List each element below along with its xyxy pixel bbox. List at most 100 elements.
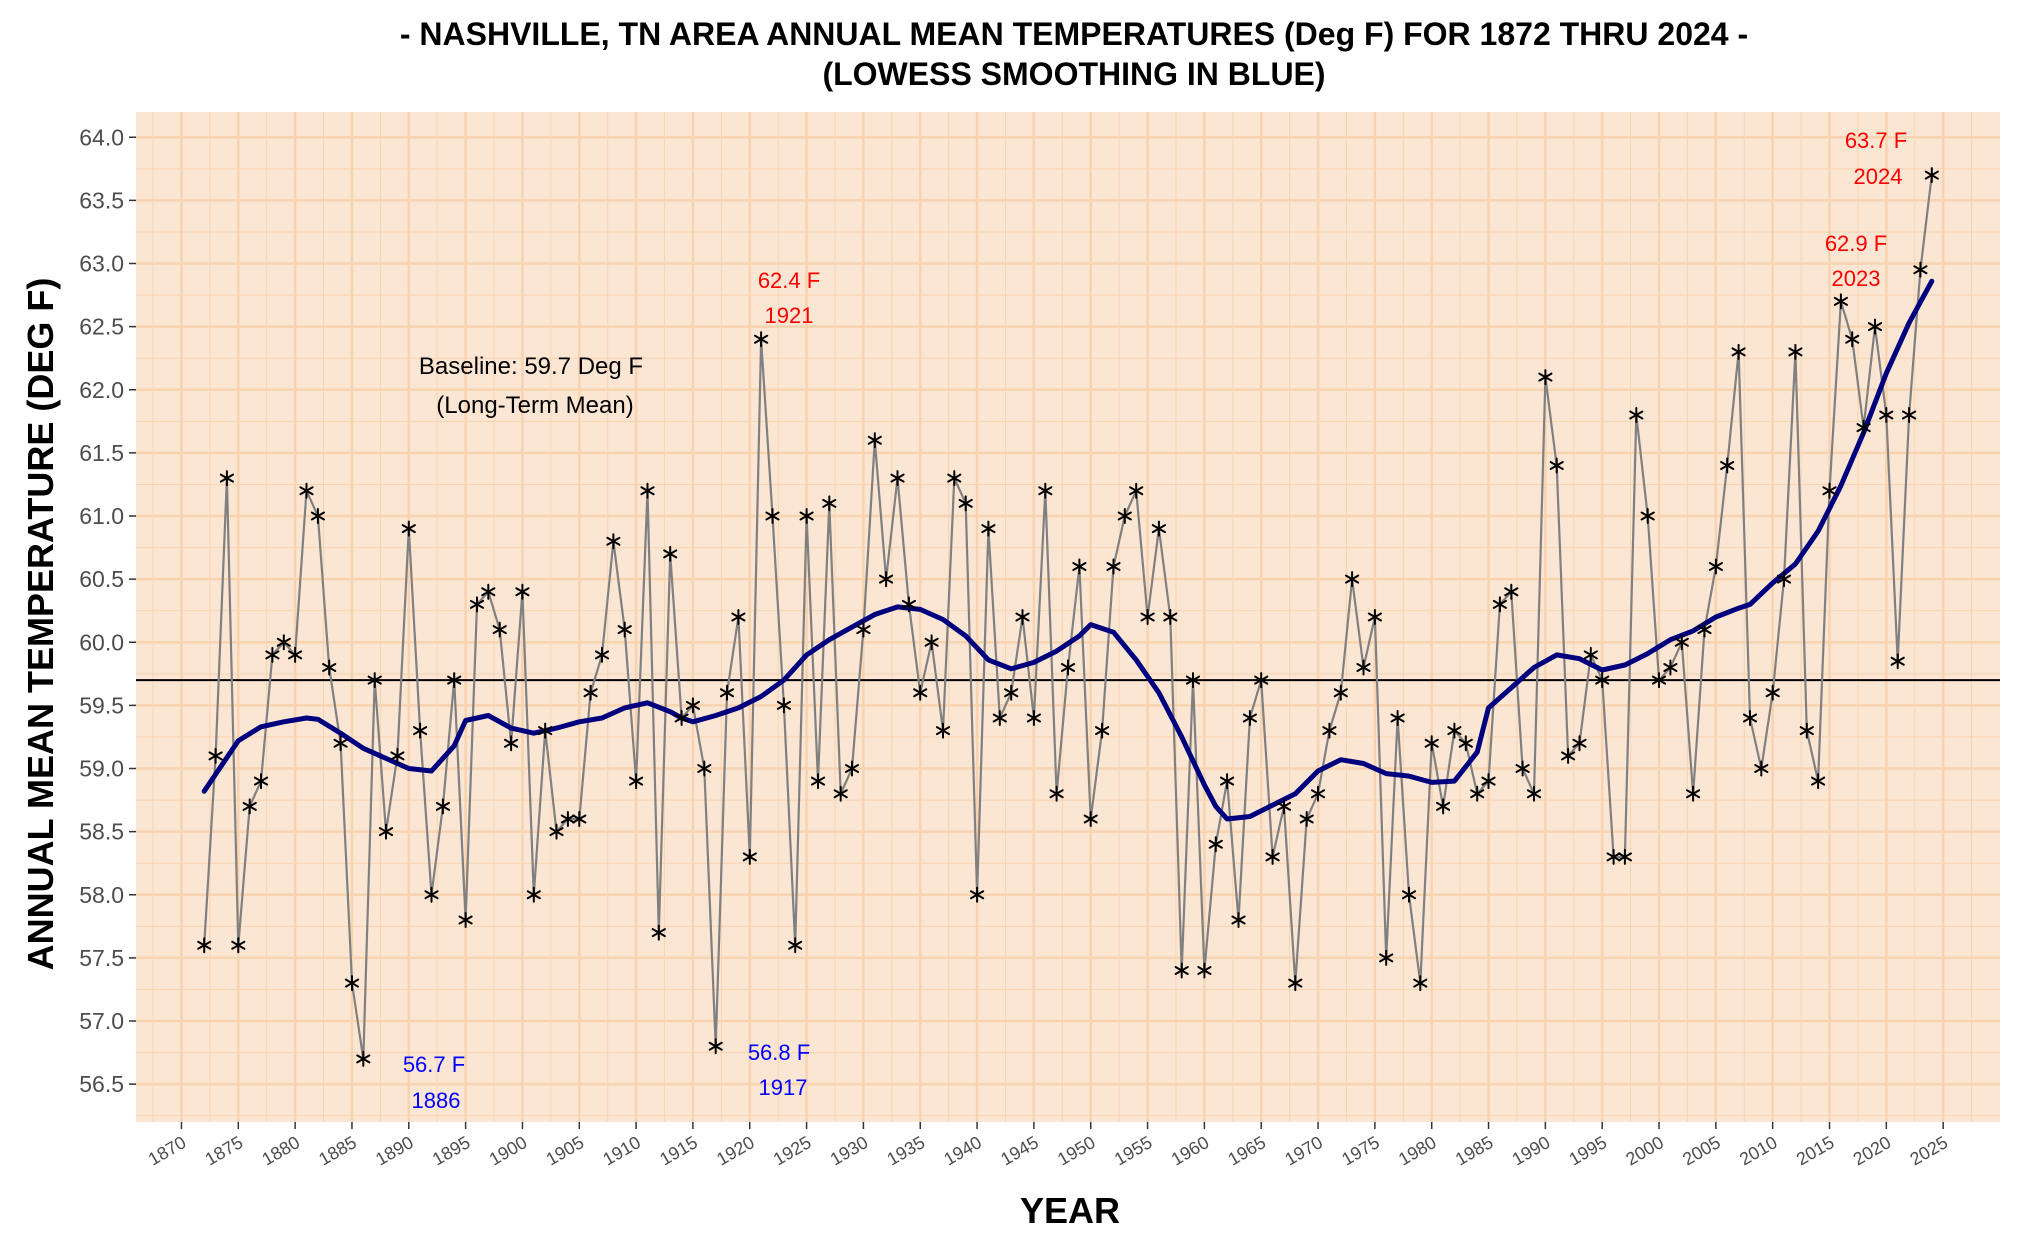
data-point [1572,735,1587,752]
data-point [992,710,1007,726]
data-point [776,697,791,714]
data-point [1913,261,1928,278]
data-point [1185,672,1201,689]
y-tick-label: 61.0 [79,503,124,529]
data-point [1708,558,1723,575]
data-point [1640,508,1655,524]
data-point [1390,710,1405,726]
data-point [844,760,860,777]
data-point [344,975,360,992]
data-point [265,646,280,663]
data-point [481,583,496,600]
data-point [219,470,234,487]
data-point [1026,710,1041,726]
data-point [1651,672,1667,689]
data-point [924,634,939,651]
data-point [1117,508,1132,524]
data-point [1776,571,1792,588]
data-point [1401,886,1417,903]
data-point [1231,912,1246,928]
lowess-smoothing-line [201,278,1935,822]
data-point [799,508,814,524]
data-point [1197,962,1212,979]
data-point [1674,634,1689,651]
data-point [1890,653,1905,670]
y-tick-label: 59.0 [79,756,124,782]
data-point [197,937,212,954]
data-point [1549,457,1564,474]
data-point [731,609,746,625]
data-point [697,760,712,777]
annotation-1921-value: 62.4 F [758,268,820,293]
y-tick-label: 60.5 [79,566,124,592]
data-point [253,773,269,790]
data-point [1276,798,1292,815]
y-tick-label: 63.0 [79,251,124,277]
data-point [1629,407,1644,423]
data-point [1140,609,1155,625]
annotation-2024-year: 2024 [1854,164,1903,189]
data-point [1663,659,1678,676]
data-point [1731,343,1746,360]
data-point [310,508,325,524]
data-point [1242,710,1257,726]
data-point [890,470,905,487]
data-point [1481,773,1496,790]
data-point [378,823,394,840]
data-point [1856,419,1871,436]
data-point [629,773,644,790]
data-point [970,886,985,903]
data-point [560,811,575,827]
data-point [367,672,382,689]
data-point [1515,760,1530,777]
data-point [1095,722,1110,739]
baseline-sublabel: (Long-Term Mean) [436,392,633,419]
data-point [1458,735,1473,752]
data-point [708,1038,723,1055]
plot-panel [136,112,2000,1122]
data-point [401,520,416,537]
data-point [1288,975,1303,992]
data-point [1060,659,1076,676]
data-point [1322,722,1337,739]
data-point [447,672,462,689]
y-tick-label: 58.5 [79,819,124,845]
annotation-1921-year: 1921 [765,303,814,328]
data-point [947,470,962,487]
data-point [765,508,780,524]
data-point [674,710,689,726]
data-point [276,634,291,651]
data-point [822,495,837,512]
data-point [526,886,541,903]
data-point [640,482,655,499]
data-point [833,785,848,802]
y-tick-label: 61.5 [79,440,124,466]
baseline-label: Baseline: 59.7 Deg F [419,353,643,380]
data-point [1879,407,1894,423]
data-point [1299,811,1314,827]
data-point [1606,848,1621,865]
data-point [413,722,428,739]
data-point [458,912,473,928]
data-point [1333,684,1348,701]
data-point [879,571,894,588]
data-point [663,545,678,562]
data-point [1265,848,1280,865]
data-point [288,646,303,663]
data-point [1447,722,1462,739]
data-point [1004,684,1019,701]
annotation-2024-value: 63.7 F [1845,128,1907,153]
data-point [424,886,439,903]
annotation-2023-value: 62.9 F [1825,231,1887,256]
data-point [549,823,564,840]
data-point [1436,798,1451,815]
data-point [1367,609,1382,625]
data-point [685,697,700,714]
data-point [1470,785,1485,802]
data-point [1754,760,1769,777]
data-point [1424,735,1439,752]
data-point [572,811,587,827]
data-point [856,621,871,638]
data-point [1617,848,1632,865]
data-point [1083,811,1098,827]
